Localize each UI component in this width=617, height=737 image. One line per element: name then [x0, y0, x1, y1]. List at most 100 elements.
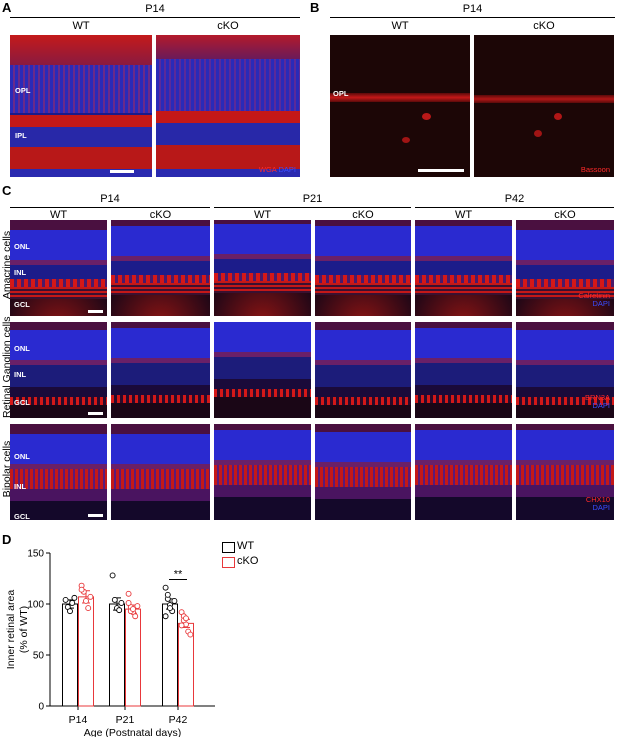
- panel-b-rule: [330, 17, 615, 18]
- bar-wt-p21: [109, 603, 125, 707]
- data-point: [125, 600, 132, 606]
- panel-b-col-wt: WT: [391, 20, 409, 32]
- panel-c-rule-p42: [415, 207, 614, 208]
- panel-c-image-r1-c3: [214, 220, 311, 316]
- data-point: [116, 607, 123, 614]
- panel-c-r2-gcl-label: GCL: [14, 398, 30, 407]
- data-point: [78, 586, 85, 593]
- marker-bassoon: Bassoon: [580, 165, 610, 174]
- data-point: [178, 622, 185, 629]
- x-tick-label: P14: [69, 714, 88, 726]
- panel-c-r3-inl-label: INL: [14, 482, 27, 491]
- panel-c-col-3: WT: [253, 209, 272, 221]
- y-tick-label: 150: [27, 549, 44, 560]
- panel-c-r2-inl-label: INL: [14, 370, 27, 379]
- panel-a-opl-label: OPL: [15, 86, 31, 95]
- panel-b-col-cko: cKO: [533, 20, 555, 32]
- panel-c-image-r3-c5: [415, 424, 512, 520]
- bar-cko-p14: [78, 596, 94, 707]
- y-tick-label: 0: [38, 702, 44, 713]
- panel-a-ipl-label: IPL: [15, 131, 27, 140]
- panel-c-image-r1-c6: Calretinin DAPI: [516, 220, 614, 316]
- y-axis-label: Inner retinal area(% of WT): [5, 590, 30, 670]
- panel-c-rule-p14: [10, 207, 210, 208]
- panel-d-chart: 0 50 100 150 Inner retinal area(% of WT) P14 P…: [5, 549, 215, 737]
- data-point: [125, 590, 132, 597]
- marker-wga: WGA: [258, 165, 277, 174]
- scale-bar: [418, 169, 464, 172]
- panel-a-age: P14: [145, 3, 165, 15]
- marker-dapi: DAPI: [592, 401, 610, 410]
- panel-c-image-r1-c2: [111, 220, 210, 316]
- x-tick-label: P42: [169, 714, 188, 726]
- panel-c-r2-onl-label: ONL: [14, 344, 30, 353]
- data-point: [164, 591, 171, 598]
- panel-a-label: A: [2, 0, 12, 15]
- data-point: [162, 584, 169, 591]
- x-axis-label: Age (Postnatal days): [84, 727, 181, 737]
- bar-wt-p14: [62, 603, 78, 707]
- panel-c-image-r2-c3: [214, 322, 311, 418]
- panel-c-col-4: cKO: [352, 209, 374, 221]
- panel-c-image-r2-c2: [111, 322, 210, 418]
- panel-a-col-wt: WT: [72, 20, 90, 32]
- marker-dapi: DAPI: [592, 503, 610, 512]
- panel-c-col-5: WT: [454, 209, 473, 221]
- panel-b-age: P14: [462, 3, 483, 15]
- panel-c-r3-gcl-label: GCL: [14, 512, 30, 520]
- panel-c-r1-inl-label: INL: [14, 268, 27, 277]
- panel-c-col-6: cKO: [554, 209, 576, 221]
- data-point: [171, 597, 178, 604]
- data-point: [111, 596, 118, 603]
- panel-a-col-cko: cKO: [217, 20, 239, 32]
- data-point: [62, 596, 69, 603]
- panel-d-label: D: [2, 532, 12, 547]
- x-tick-label: P21: [116, 714, 135, 726]
- panel-c-age-p21: P21: [302, 193, 323, 205]
- panel-c-image-r3-c1: ONL INL GCL: [10, 424, 107, 520]
- panel-c-image-r2-c4: [315, 322, 411, 418]
- panel-c-age-p42: P42: [504, 193, 525, 205]
- panel-a-wt-image: OPL IPL: [10, 35, 152, 177]
- scale-bar: [88, 412, 103, 415]
- panel-c-col-2: cKO: [149, 209, 172, 221]
- panel-c-col-1: WT: [49, 209, 68, 221]
- panel-b-opl-label: OPL: [333, 89, 349, 98]
- panel-c-age-p14: P14: [100, 193, 120, 205]
- panel-c-image-r2-c1: ONL INL GCL: [10, 322, 107, 418]
- panel-c-r3-onl-label: ONL: [14, 452, 30, 461]
- panel-a-cko-image: WGA DAPI: [156, 35, 300, 177]
- data-point: [187, 631, 194, 638]
- data-point: [132, 613, 139, 620]
- data-point: [109, 572, 116, 579]
- marker-chx10: CHX10: [585, 495, 610, 504]
- marker-dapi: DAPI: [278, 165, 296, 174]
- data-point: [67, 608, 73, 615]
- marker-calretinin: Calretinin: [578, 291, 610, 300]
- data-point: [71, 594, 78, 601]
- panel-a-rule: [10, 17, 300, 18]
- marker-dapi: DAPI: [592, 299, 610, 308]
- panel-b-wt-image: OPL: [330, 35, 470, 177]
- panel-c-r1-gcl-label: GCL: [14, 300, 30, 309]
- panel-c-image-r3-c4: [315, 424, 411, 520]
- panel-c-r1-markers: Calretinin DAPI: [578, 292, 610, 308]
- scale-bar: [88, 514, 103, 517]
- scale-bar: [110, 170, 134, 173]
- panel-b-cko-image: Bassoon: [474, 35, 614, 177]
- y-axis-label-line: (% of WT): [18, 606, 30, 653]
- y-tick-label: 100: [27, 600, 44, 611]
- marker-brn3a: BRN3A: [584, 393, 610, 402]
- panel-b-label: B: [310, 0, 320, 15]
- data-point: [130, 606, 136, 613]
- panel-c-r3-markers: CHX10 DAPI: [586, 496, 610, 512]
- data-point: [167, 605, 173, 612]
- panel-a-markers: WGA DAPI: [259, 166, 296, 174]
- panel-c-image-r3-c6: CHX10 DAPI: [516, 424, 614, 520]
- data-point: [134, 603, 141, 609]
- data-point: [118, 600, 125, 606]
- panel-c-label: C: [2, 183, 12, 198]
- legend-cko-label: cKO: [237, 555, 259, 567]
- panel-c-rule-p21: [214, 207, 411, 208]
- panel-c-image-r1-c4: [315, 220, 411, 316]
